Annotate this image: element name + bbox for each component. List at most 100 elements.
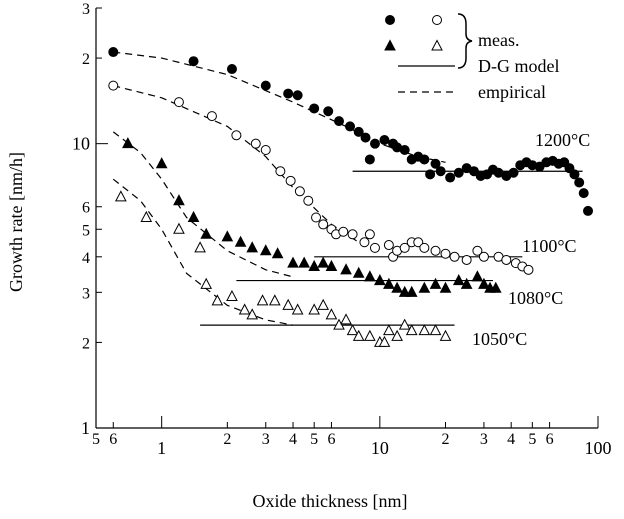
marker xyxy=(445,172,456,183)
marker xyxy=(333,318,345,330)
marker xyxy=(246,308,259,320)
marker xyxy=(379,135,390,146)
legend-marker xyxy=(385,15,395,25)
marker xyxy=(523,264,534,275)
marker xyxy=(398,285,411,297)
marker xyxy=(378,335,391,347)
y-tick-label: 6 xyxy=(82,200,90,217)
marker xyxy=(256,294,269,306)
marker xyxy=(391,329,403,341)
y-tick-label: 2 xyxy=(82,335,90,352)
marker xyxy=(440,248,451,259)
marker xyxy=(398,318,411,330)
marker xyxy=(200,277,213,289)
marker xyxy=(399,144,410,155)
marker xyxy=(231,130,242,141)
marker xyxy=(347,229,358,240)
marker xyxy=(461,254,472,265)
marker xyxy=(291,303,304,315)
marker xyxy=(234,235,247,247)
marker xyxy=(360,132,371,143)
marker xyxy=(115,190,127,202)
marker xyxy=(405,285,418,297)
marker xyxy=(282,298,294,310)
marker xyxy=(471,270,484,282)
marker xyxy=(478,251,489,262)
marker xyxy=(369,242,380,253)
marker xyxy=(140,210,153,222)
x-tick-label: 100 xyxy=(585,438,612,458)
y-tick-label: 4 xyxy=(82,250,90,267)
legend-label: D-G model xyxy=(478,56,559,76)
marker xyxy=(211,294,224,306)
marker xyxy=(430,158,441,169)
marker xyxy=(292,90,303,101)
series-label: 1100°C xyxy=(522,236,577,256)
marker xyxy=(325,308,338,320)
x-tick-label: 1 xyxy=(157,438,166,458)
marker xyxy=(383,324,395,336)
marker xyxy=(472,245,483,256)
empirical-curve xyxy=(112,178,294,326)
marker xyxy=(173,194,185,206)
marker xyxy=(583,205,594,216)
x-tick-label: 5 xyxy=(528,431,536,448)
marker xyxy=(391,281,403,293)
marker xyxy=(352,266,365,278)
marker xyxy=(405,324,418,336)
marker xyxy=(309,103,320,114)
x-tick-label: 3 xyxy=(480,431,488,448)
marker xyxy=(285,175,296,186)
marker xyxy=(259,244,272,256)
marker xyxy=(298,256,311,268)
marker xyxy=(200,227,213,239)
marker xyxy=(308,303,320,315)
marker xyxy=(246,241,259,253)
y-axis-title: Growth rate [nm/h] xyxy=(6,152,26,292)
marker xyxy=(155,157,168,169)
x-tick-label: 2 xyxy=(442,431,450,448)
marker xyxy=(429,324,442,336)
x-tick-label: 6 xyxy=(327,431,335,448)
marker xyxy=(260,80,271,91)
marker xyxy=(569,169,580,180)
marker xyxy=(460,277,473,289)
marker xyxy=(325,259,338,271)
legend-brace xyxy=(457,13,473,69)
marker xyxy=(439,281,452,293)
marker xyxy=(468,166,479,177)
x-tick-label: 5 xyxy=(310,431,318,448)
series-label: 1050°C xyxy=(472,329,527,349)
legend-label: meas. xyxy=(478,30,519,50)
x-tick-label: 6 xyxy=(546,431,554,448)
marker xyxy=(334,116,345,127)
marker xyxy=(346,324,359,336)
marker xyxy=(317,298,330,310)
marker xyxy=(449,251,460,262)
marker xyxy=(338,226,349,237)
marker xyxy=(374,273,386,286)
marker xyxy=(508,167,519,178)
marker xyxy=(173,97,184,108)
marker xyxy=(578,188,589,199)
marker xyxy=(303,195,314,206)
marker xyxy=(122,137,134,149)
y-tick-label: 10 xyxy=(72,134,90,154)
x-axis-title: Oxide thickness [nm] xyxy=(253,491,408,511)
marker xyxy=(294,186,305,197)
marker xyxy=(364,154,375,165)
marker xyxy=(323,106,334,117)
x-tick-label: 3 xyxy=(262,431,270,448)
marker xyxy=(501,254,512,265)
x-tick-label: 2 xyxy=(223,431,231,448)
marker xyxy=(478,277,490,289)
marker xyxy=(271,247,284,259)
marker xyxy=(226,64,237,75)
marker xyxy=(439,329,452,341)
x-tick-label: 10 xyxy=(371,438,389,458)
marker xyxy=(340,263,352,275)
marker xyxy=(206,111,217,122)
marker xyxy=(452,273,465,286)
legend-marker xyxy=(431,39,443,51)
